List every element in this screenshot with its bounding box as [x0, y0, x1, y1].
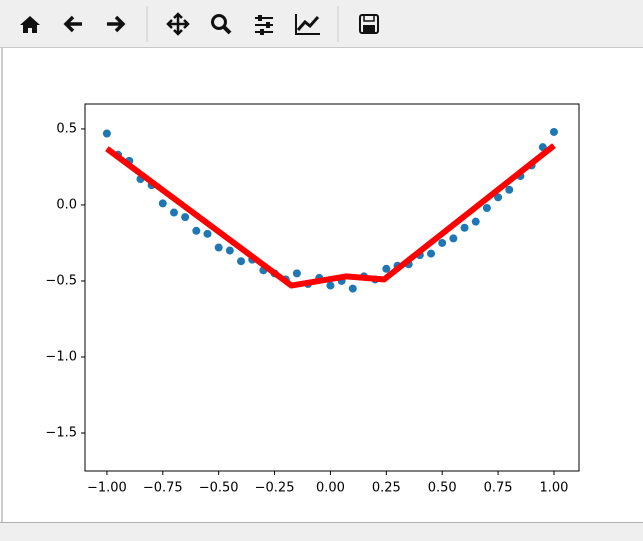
- x-tick-label: −0.50: [199, 481, 239, 496]
- save-button[interactable]: [359, 14, 379, 34]
- zoom-button[interactable]: [211, 14, 232, 35]
- scatter-point: [237, 257, 246, 266]
- figure: −1.00 −0.75 −0.50 −0.25 0.00 0.25 0.50 0.75 1.00…: [1, 48, 580, 522]
- configure-button[interactable]: [255, 15, 273, 35]
- scatter-point: [225, 246, 234, 255]
- scatter-point: [192, 226, 201, 235]
- y-tick-label: −0.5: [45, 273, 77, 288]
- scatter-point: [326, 281, 335, 290]
- toolbar-icons: [20, 6, 379, 42]
- scatter-point: [158, 199, 167, 208]
- scatter-point: [203, 229, 212, 238]
- scatter-point: [292, 269, 301, 278]
- scatter-point: [449, 234, 458, 243]
- scatter-point: [438, 238, 447, 247]
- y-tick-label: −1.5: [45, 425, 77, 440]
- scatter-point: [482, 203, 491, 212]
- scatter-point: [382, 264, 391, 273]
- scatter-point: [348, 284, 357, 293]
- scatter-point: [471, 217, 480, 226]
- x-tick-label: −0.75: [143, 481, 183, 496]
- home-button[interactable]: [20, 16, 40, 33]
- x-tick-label: 0.00: [316, 481, 345, 496]
- x-tick-label: −0.25: [255, 481, 295, 496]
- y-tick-label: −1.0: [45, 349, 77, 364]
- scatter-point: [427, 249, 436, 258]
- status-bar: [0, 522, 643, 541]
- scatter-point: [460, 223, 469, 232]
- axes-frame: [84, 103, 580, 472]
- x-tick-label: 1.00: [539, 481, 568, 496]
- x-tick-label: 0.25: [372, 481, 401, 496]
- y-tick-label: 0.0: [56, 197, 77, 212]
- edit-axis-button[interactable]: [295, 14, 320, 35]
- fit-line: [105, 143, 556, 289]
- scatter-point: [181, 213, 190, 222]
- scatter-point: [494, 193, 503, 202]
- y-tick-label: 0.5: [56, 121, 77, 136]
- x-tick-label: 0.75: [484, 481, 513, 496]
- scatter-point: [505, 185, 514, 194]
- scatter-point: [214, 243, 223, 252]
- toolbar: [0, 0, 643, 48]
- back-button[interactable]: [63, 15, 82, 33]
- x-tick-label: −1.00: [87, 481, 127, 496]
- forward-button[interactable]: [107, 15, 126, 33]
- scatter-point: [549, 127, 558, 136]
- x-tick-label: 0.50: [428, 481, 457, 496]
- pan-button[interactable]: [166, 12, 190, 36]
- scatter-point: [169, 208, 178, 217]
- scatter-point: [102, 129, 111, 138]
